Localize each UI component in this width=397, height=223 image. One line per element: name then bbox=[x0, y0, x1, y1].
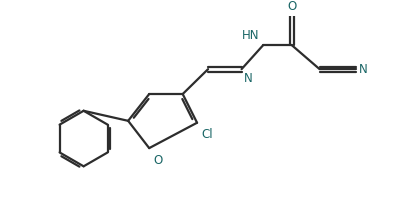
Text: O: O bbox=[153, 154, 162, 167]
Text: O: O bbox=[287, 0, 297, 13]
Text: N: N bbox=[244, 72, 253, 85]
Text: Cl: Cl bbox=[201, 128, 212, 141]
Text: N: N bbox=[359, 63, 368, 76]
Text: HN: HN bbox=[242, 29, 260, 42]
